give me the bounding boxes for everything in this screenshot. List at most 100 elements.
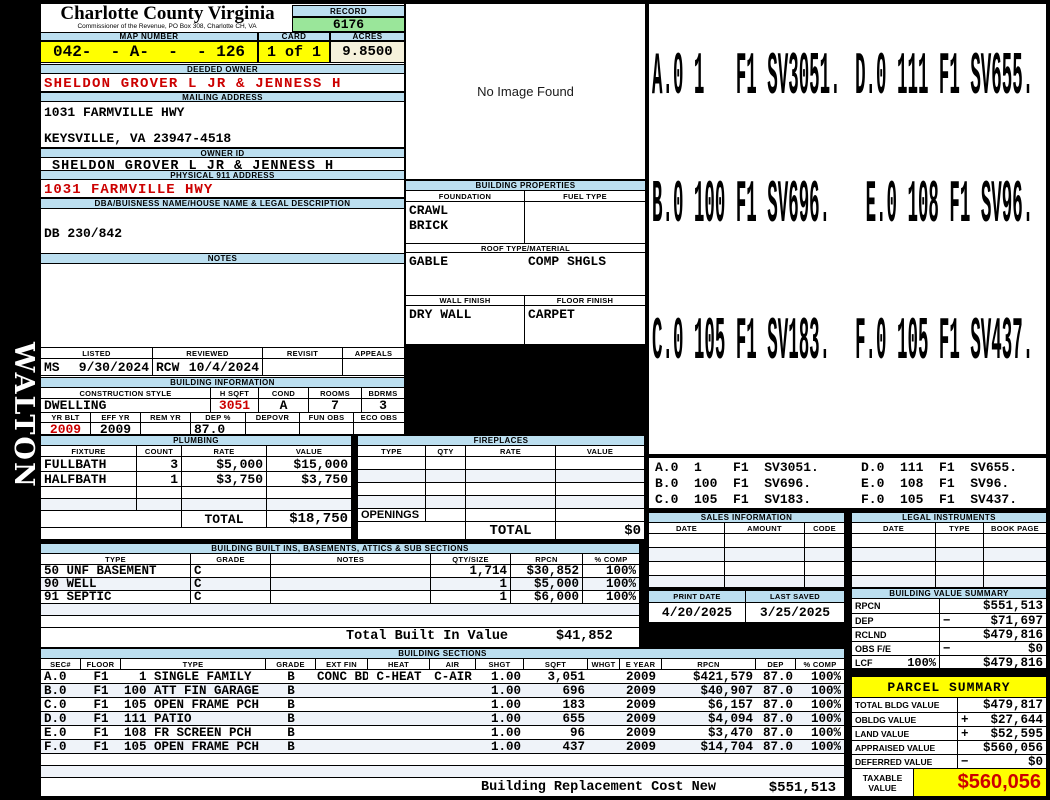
legend-entry: E.0 108 F1 SV96. [861,476,1010,491]
type-header: TYPE [121,659,266,669]
depovr-header: DEPOVR [246,413,300,422]
sketch-label: A.0 1 F1 SV3051. [652,46,841,113]
sqft-header: SQFT [524,659,588,669]
foundation-value: CRAWL BRICK [406,202,525,243]
type-cell: 50 UNF BASEMENT [41,565,191,577]
air-header: AIR [430,659,476,669]
foundation-value-row: CRAWL BRICK [406,201,645,243]
value-summary-row: RPCN $551,513 [852,599,1046,613]
row-value-cell: + $52,595 [958,727,1046,740]
empty-row [358,456,644,469]
empty-row [358,469,644,482]
record-value: 6176 [292,17,405,32]
row-value-cell: $560,056 [958,741,1046,754]
taxable-value: $560,056 [914,769,1046,796]
finish-value-row: DRY WALL CARPET [406,305,645,344]
floor-cell: F1 [93,670,109,683]
dep-cell: 87.0 [762,698,793,711]
date-header: DATE [649,523,725,533]
row-op: − [943,642,951,655]
legal-instruments-title: LEGAL INSTRUMENTS [852,513,1046,523]
property-image-box: No Image Found [405,3,646,180]
roof-material-value: COMP SHGLS [528,254,607,269]
air-cell [430,726,476,739]
foundation-line1: CRAWL [409,203,449,218]
extfin-cell [316,726,368,739]
rooms-value: 7 [309,399,362,412]
fireplaces-title: FIREPLACES [358,436,644,446]
row-op: − [943,614,951,627]
remyr-value [141,423,191,434]
value-cell: $15,000 [293,457,348,471]
section-row: E.0 F1 108 FR SCREEN PCH B 1.00 96 2009 … [41,725,844,739]
sketch-label: E.0 108 F1 SV96. [865,174,1034,241]
qtysize-header: QTY/SIZE [431,554,511,564]
shgt-cell: 1.00 [490,740,521,753]
taxable-label: TAXABLE VALUE [852,769,914,796]
mailing-line2: KEYSVILLE, VA 23947-4518 [44,131,232,145]
sketch-label: B.0 100 F1 SV696. [652,174,831,241]
no-image-text: No Image Found [477,84,574,99]
shgt-header: SHGT [476,659,524,669]
empty-row [41,615,639,627]
shgt-cell: 1.00 [490,670,521,683]
funobs-header: FUN OBS [300,413,354,422]
sketch-text-row: A.0 1 F1 SV3051. D.0 111 F1 SV655. [652,46,1033,113]
fireplaces-total-label: TOTAL [466,522,556,539]
listed-by: MS [44,359,60,375]
fireplaces-header-row: TYPE QTY RATE VALUE [358,446,644,456]
row-op: − [961,755,969,768]
grade-cell: B [287,670,295,683]
rpcn-header: RPCN [511,554,583,564]
builtins-total-value: $41,852 [556,629,613,644]
type-header: TYPE [41,554,191,564]
whgt-header: WHGT [588,659,620,669]
row-value-cell: − $0 [940,642,1046,655]
dep-header: DEP % [191,413,246,422]
air-cell [430,712,476,725]
empty-row [649,547,844,561]
grade-cell: B [287,740,295,753]
card-value: 1 of 1 [258,41,330,63]
legend-entry: D.0 111 F1 SV655. [861,460,1018,475]
type-cell: 100 ATT FIN GARAGE [124,684,260,697]
fixture-cell: FULLBATH [41,457,137,471]
revisit-header: REVISIT [263,348,343,358]
owner-id-header: OWNER ID [40,148,405,158]
print-date-value: 4/20/2025 [649,603,746,622]
sales-info-table: SALES INFORMATION DATE AMOUNT CODE [648,512,845,588]
value-cell: $3,750 [301,472,348,486]
building-info-header-row1: CONSTRUCTION STYLE H SQFT COND ROOMS BDR… [41,388,404,398]
roof-type-value: GABLE [409,254,449,269]
whgt-cell [588,670,620,683]
walton-watermark: WALTON [8,342,39,489]
building-info-table: BUILDING INFORMATION CONSTRUCTION STYLE … [40,377,405,435]
builtins-total-row: Total Built In Value $41,852 [41,627,639,647]
fueltype-header: FUEL TYPE [563,191,607,201]
appeals-value [343,359,404,375]
rpcn-cell: $40,907 [700,684,753,697]
parcel-summary-row: OBLDG VALUE + $27,644 [852,712,1046,726]
code-header: CODE [813,523,836,533]
card-header: CARD [258,32,330,41]
row-label: OBS F/E [852,642,940,655]
fireplaces-total-value: $0 [624,522,641,539]
floor-cell: F1 [93,740,109,753]
acres-value: 9.8500 [330,41,405,63]
row-value: $551,513 [982,599,1043,613]
foundation-header-row: FOUNDATION FUEL TYPE [406,191,645,201]
whgt-cell [588,740,620,753]
whgt-cell [588,726,620,739]
grade-header: GRADE [266,659,316,669]
section-row: A.0 F1 1 SINGLE FAMILY B CONC BD C-HEAT … [41,669,844,683]
row-label: APPRAISED VALUE [852,741,958,754]
empty-row [852,533,1046,547]
builtins-total-label: Total Built In Value [346,629,509,644]
type-header: TYPE [936,523,984,533]
shgt-cell: 1.00 [490,712,521,725]
fireplaces-openings-row: OPENINGS [358,508,644,521]
row-value-cell: − $0 [958,755,1046,768]
finish-header-row: WALL FINISH FLOOR FINISH [406,295,645,305]
floor-finish-value: CARPET [528,307,575,322]
grade-cell: B [287,726,295,739]
